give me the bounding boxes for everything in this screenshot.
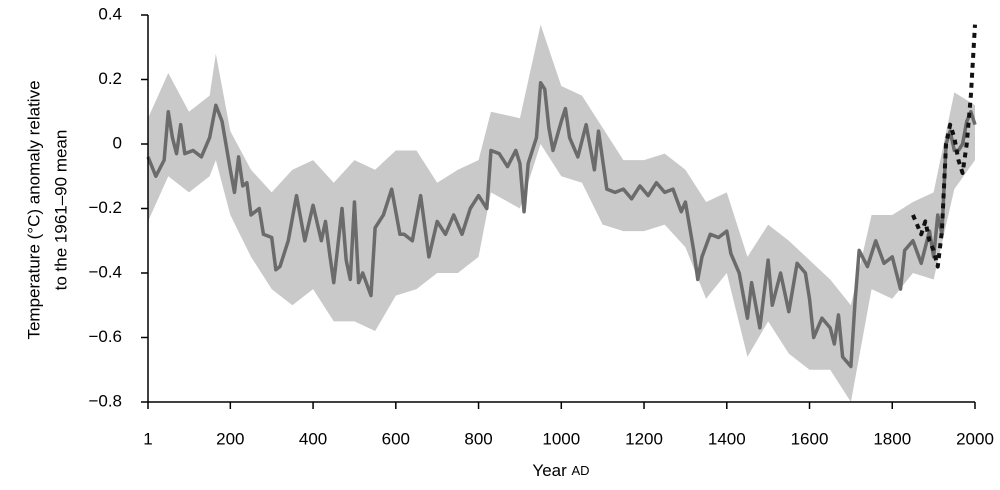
x-axis-title: Year AD bbox=[532, 461, 589, 480]
x-tick-label: 1600 bbox=[791, 429, 829, 448]
y-tick-label: −0.6 bbox=[88, 327, 122, 346]
uncertainty-band bbox=[148, 24, 975, 403]
x-tick-label: 400 bbox=[299, 429, 327, 448]
y-tick-label: 0.2 bbox=[98, 69, 122, 88]
x-tick-label: 600 bbox=[382, 429, 410, 448]
x-tick-label: 1200 bbox=[625, 429, 663, 448]
x-tick-label: 1400 bbox=[708, 429, 746, 448]
x-tick-label: 800 bbox=[464, 429, 492, 448]
x-tick-label: 2000 bbox=[956, 429, 994, 448]
instrumental-line bbox=[911, 24, 977, 269]
y-tick-label: −0.4 bbox=[88, 262, 122, 281]
y-tick-label: 0.4 bbox=[98, 4, 122, 23]
y-tick-label: 0 bbox=[113, 133, 122, 152]
x-tick-label: 1 bbox=[143, 429, 152, 448]
x-tick-label: 1800 bbox=[873, 429, 911, 448]
x-axis-title-era: AD bbox=[572, 463, 590, 478]
x-tick-label: 200 bbox=[216, 429, 244, 448]
y-axis-title: Temperature (°C) anomaly relative bbox=[24, 80, 43, 339]
y-tick-label: −0.2 bbox=[88, 198, 122, 217]
x-tick-label: 1000 bbox=[542, 429, 580, 448]
reconstruction-line bbox=[146, 80, 977, 369]
x-axis-title-word: Year bbox=[532, 461, 567, 480]
y-tick-label: −0.8 bbox=[88, 391, 122, 410]
y-axis-title: to the 1961–90 mean bbox=[51, 130, 70, 291]
